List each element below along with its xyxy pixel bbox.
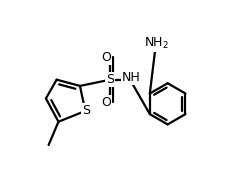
Text: O: O [101, 96, 111, 108]
Text: NH: NH [122, 71, 140, 84]
Text: S: S [106, 73, 114, 86]
Text: S: S [82, 105, 90, 117]
Text: O: O [101, 51, 111, 64]
Text: NH$_2$: NH$_2$ [143, 35, 169, 50]
